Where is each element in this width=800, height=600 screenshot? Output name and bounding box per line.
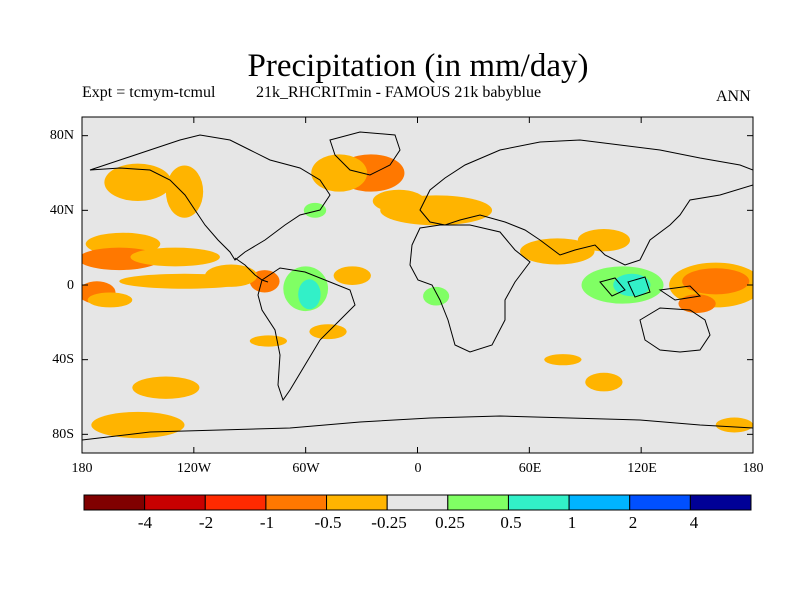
colorbar-bin bbox=[83, 494, 146, 511]
precip-anomaly-region bbox=[715, 417, 753, 433]
precip-fields bbox=[82, 154, 753, 439]
precip-anomaly-region bbox=[423, 286, 450, 306]
colorbar-label: 4 bbox=[689, 513, 699, 532]
precip-anomaly-region bbox=[130, 247, 220, 267]
lon-label-120w: 120W bbox=[176, 461, 212, 476]
precip-anomaly-region bbox=[678, 294, 716, 313]
lon-label-60w: 60W bbox=[292, 461, 320, 476]
precip-anomaly-region bbox=[91, 411, 185, 439]
lon-label-180e: 180 bbox=[742, 461, 764, 476]
precip-anomaly-region bbox=[544, 354, 582, 366]
precip-anomaly-region bbox=[132, 376, 200, 399]
colorbar-label: -4 bbox=[137, 513, 153, 532]
colorbar-bin bbox=[204, 494, 267, 511]
colorbar-label: -0.25 bbox=[371, 513, 407, 532]
precip-anomaly-region bbox=[165, 165, 204, 218]
colorbar-label: -2 bbox=[198, 513, 214, 532]
colorbar-bin bbox=[507, 494, 570, 511]
comparison-label: 21k_RHCRITmin - FAMOUS 21k babyblue bbox=[256, 84, 542, 101]
precip-anomaly-region bbox=[249, 335, 288, 347]
plot-title: Precipitation (in mm/day) bbox=[247, 48, 589, 84]
colorbar bbox=[83, 494, 752, 511]
precip-anomaly-region bbox=[311, 154, 368, 192]
precip-anomaly-region bbox=[333, 266, 371, 285]
lat-label-40n: 40N bbox=[49, 203, 74, 218]
lat-label-0: 0 bbox=[67, 278, 74, 293]
colorbar-label: -0.5 bbox=[314, 513, 342, 532]
colorbar-bin bbox=[568, 494, 631, 511]
precip-anomaly-region bbox=[577, 229, 630, 252]
precip-anomaly-region bbox=[380, 195, 493, 226]
colorbar-bin bbox=[629, 494, 691, 511]
period-label: ANN bbox=[716, 88, 751, 105]
lat-label-80n: 80N bbox=[49, 128, 74, 143]
colorbar-bin bbox=[326, 494, 388, 511]
colorbar-bin bbox=[144, 494, 206, 511]
colorbar-label: 0.25 bbox=[435, 513, 465, 532]
colorbar-bin bbox=[386, 494, 449, 511]
colorbar-label: -1 bbox=[259, 513, 275, 532]
precip-anomaly-region bbox=[205, 264, 258, 287]
axis-ticks bbox=[81, 117, 754, 453]
precip-anomaly-region bbox=[87, 292, 133, 308]
colorbar-bin bbox=[265, 494, 328, 511]
lat-label-80s: 80S bbox=[52, 427, 74, 442]
precip-anomaly-region bbox=[682, 268, 750, 295]
precip-anomaly-region bbox=[585, 372, 623, 392]
precip-anomaly-region bbox=[104, 163, 172, 201]
precip-anomaly-region bbox=[298, 279, 321, 310]
precip-anomaly-region bbox=[303, 202, 327, 218]
lon-label-120e: 120E bbox=[627, 461, 657, 476]
lat-label-40s: 40S bbox=[52, 352, 74, 367]
experiment-label: Expt = tcmym-tcmul bbox=[82, 84, 216, 101]
colorbar-label: 2 bbox=[628, 513, 638, 532]
lon-label-0: 0 bbox=[414, 461, 422, 476]
colorbar-bin bbox=[447, 494, 509, 511]
colorbar-label: 0.5 bbox=[500, 513, 522, 532]
coastlines bbox=[82, 131, 753, 441]
lon-label-60e: 60E bbox=[518, 461, 542, 476]
lon-label-180w: 180 bbox=[71, 461, 93, 476]
colorbar-bin bbox=[689, 494, 752, 511]
precip-anomaly-region bbox=[520, 238, 595, 265]
colorbar-label: 1 bbox=[567, 513, 577, 532]
